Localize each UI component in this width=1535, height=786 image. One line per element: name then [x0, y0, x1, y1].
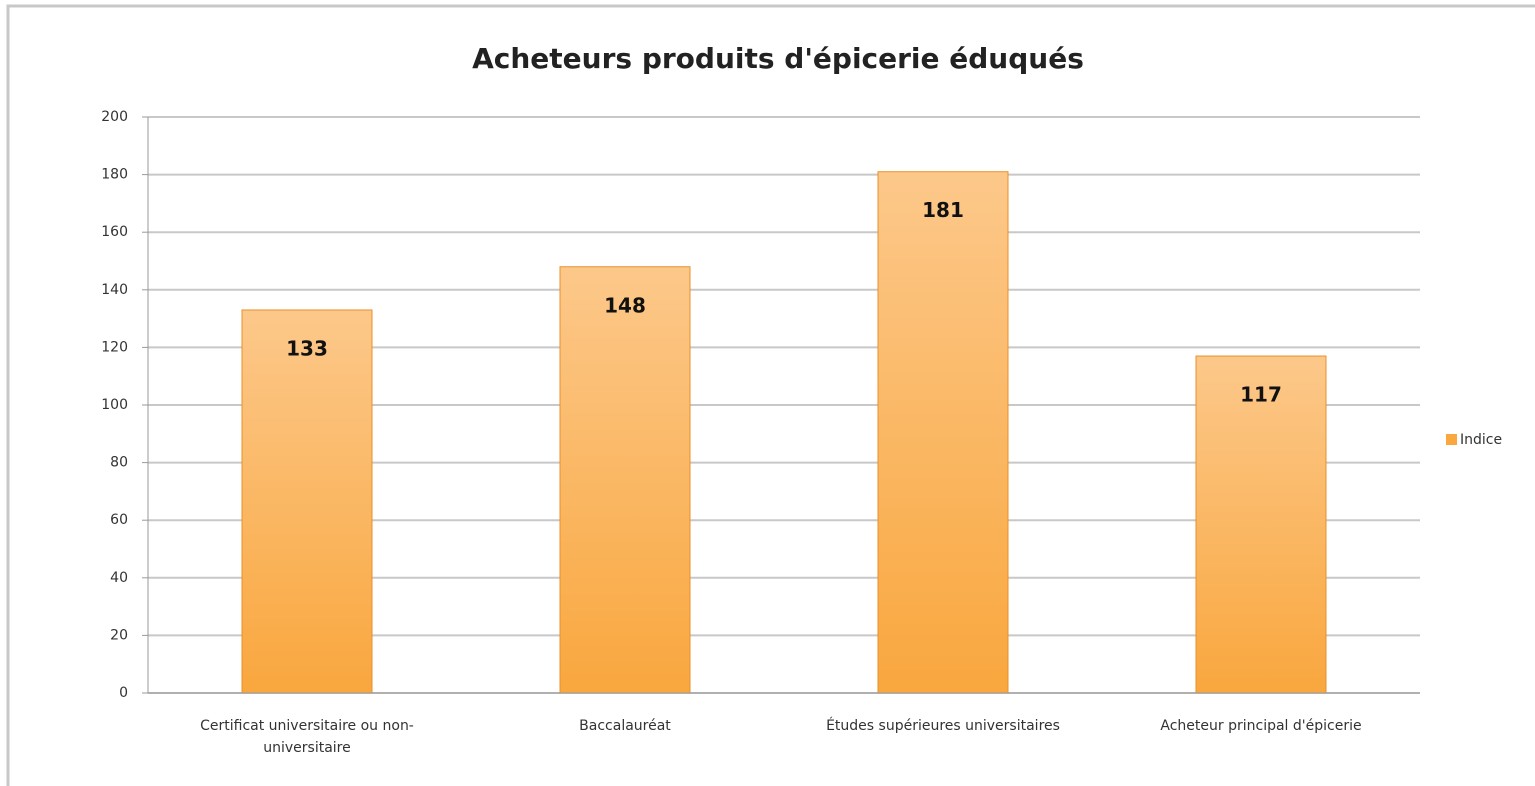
y-tick-label: 200 [101, 109, 128, 125]
legend-label: Indice [1460, 432, 1502, 448]
bar [559, 266, 691, 694]
y-tick-label: 60 [110, 512, 128, 528]
legend-swatch [1446, 434, 1457, 445]
frame [6, 4, 1535, 786]
y-tick-label: 0 [119, 685, 128, 701]
bar [877, 171, 1009, 694]
y-tick-label: 140 [101, 282, 128, 298]
y-tick-label: 40 [110, 570, 128, 586]
data-label: 148 [604, 293, 646, 317]
x-tick-label: Acheteur principal d'épicerie [1160, 718, 1362, 734]
chart-title: Acheteurs produits d'épicerie éduqués [472, 42, 1084, 75]
x-tick-label: Études supérieures universitaires [826, 718, 1060, 734]
data-label: 181 [922, 198, 964, 222]
y-tick-label: 20 [110, 627, 128, 643]
y-tick-label: 120 [101, 339, 128, 355]
bar [1195, 355, 1327, 694]
data-label: 117 [1240, 383, 1282, 407]
bar [241, 309, 373, 694]
x-tick-label: Baccalauréat [579, 718, 671, 734]
data-label: 133 [286, 336, 328, 360]
y-tick-label: 100 [101, 397, 128, 413]
y-tick-label: 80 [110, 455, 128, 471]
x-tick-label: Certificat universitaire ou non-universi… [200, 718, 414, 756]
y-tick-label: 160 [101, 224, 128, 240]
y-tick-label: 180 [101, 167, 128, 183]
